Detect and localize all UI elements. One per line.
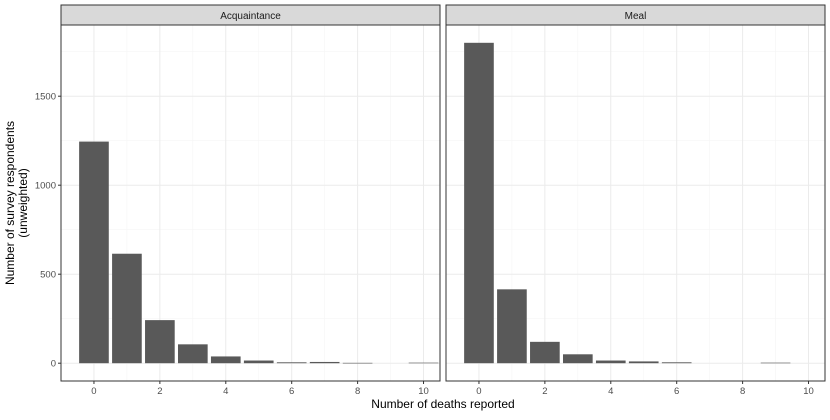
- bar: [408, 362, 439, 364]
- facet-strip: [60, 4, 441, 26]
- bar: [145, 320, 175, 364]
- y-tick-label: 1000: [35, 181, 56, 192]
- x-tick-label: 4: [223, 386, 228, 397]
- facet-strip-label: Meal: [625, 11, 647, 22]
- x-axis-title: Number of deaths reported: [371, 397, 514, 411]
- bar: [760, 362, 791, 364]
- bar: [210, 356, 241, 364]
- bar: [112, 253, 142, 364]
- y-axis-title-line: (unweighted): [16, 168, 30, 237]
- x-tick-label: 6: [674, 386, 679, 397]
- bar: [342, 362, 373, 364]
- y-tick-label: 1500: [35, 92, 56, 103]
- y-tick-label: 500: [40, 270, 56, 281]
- bar: [276, 362, 307, 364]
- facet-strip-label: Acquaintance: [220, 11, 281, 22]
- bar: [562, 354, 593, 364]
- x-tick-label: 8: [355, 386, 360, 397]
- bar: [79, 141, 109, 364]
- x-tick-label: 10: [803, 386, 814, 397]
- bar: [309, 361, 340, 364]
- bar: [661, 362, 692, 364]
- x-tick-label: 0: [91, 386, 96, 397]
- x-tick-label: 0: [476, 386, 481, 397]
- x-tick-label: 2: [542, 386, 547, 397]
- bar: [243, 360, 274, 364]
- bar: [497, 289, 527, 364]
- x-tick-label: 6: [289, 386, 294, 397]
- x-tick-label: 2: [157, 386, 162, 397]
- bar: [530, 341, 560, 364]
- bar: [595, 360, 626, 364]
- x-tick-label: 10: [418, 386, 429, 397]
- bar: [177, 344, 208, 364]
- bar: [628, 361, 659, 364]
- x-tick-label: 8: [740, 386, 745, 397]
- facet-strip: [445, 4, 826, 26]
- y-axis-title-line: Number of survey respondents: [3, 121, 17, 285]
- x-tick-label: 4: [608, 386, 613, 397]
- bar: [464, 42, 494, 364]
- y-tick-label: 0: [51, 359, 56, 370]
